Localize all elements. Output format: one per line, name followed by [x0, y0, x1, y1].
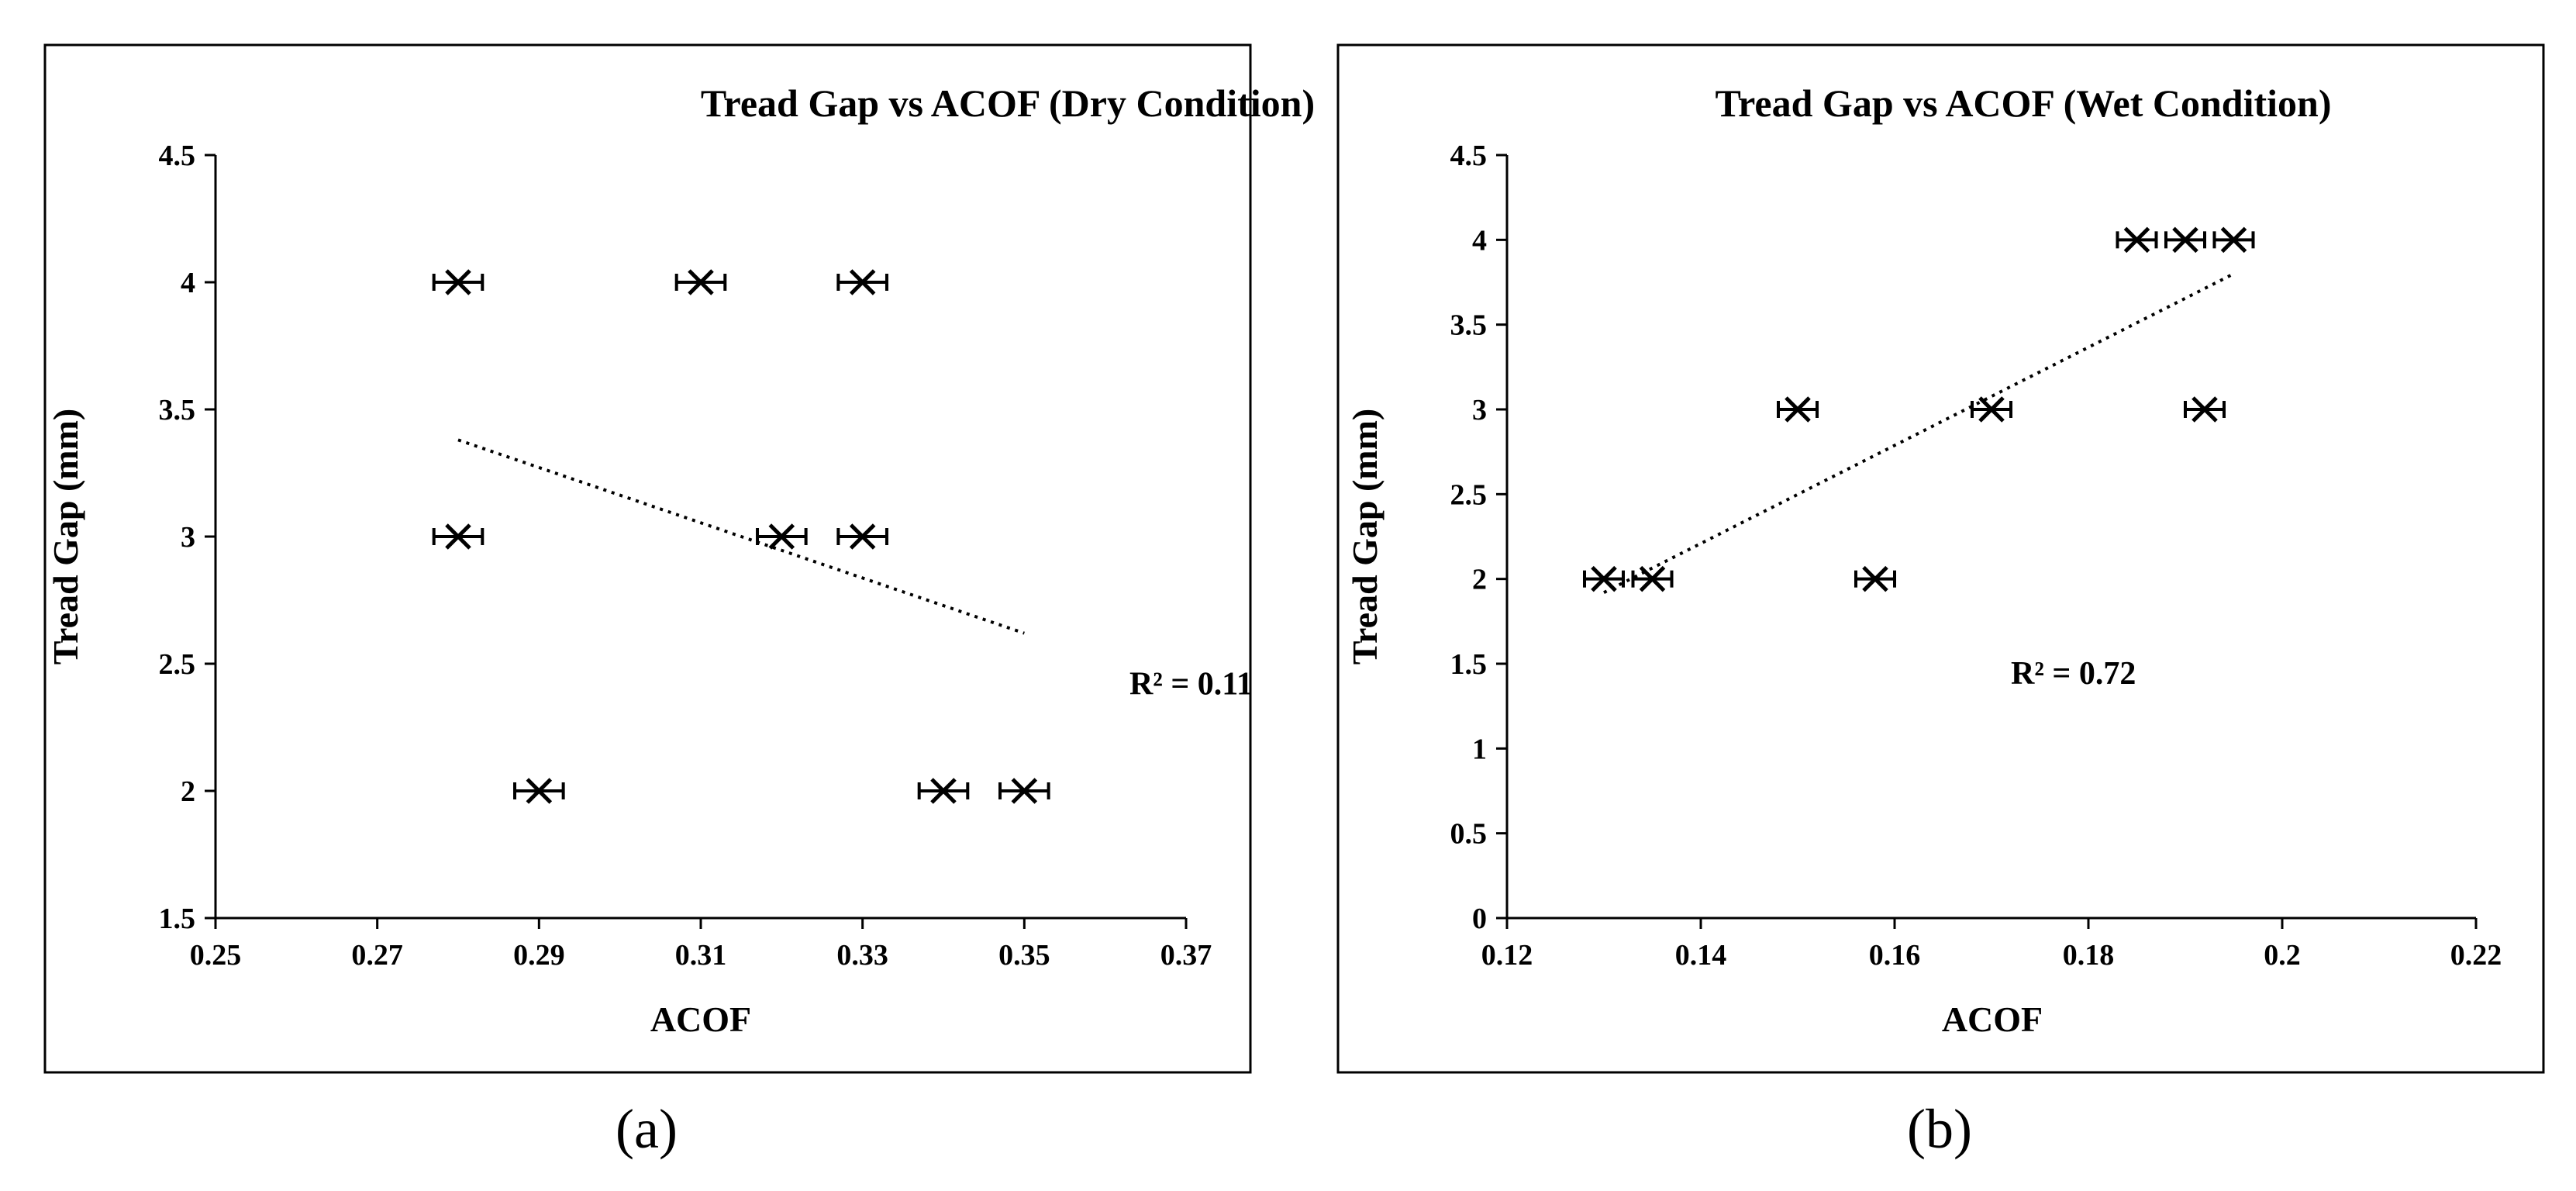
- chart1.x-marker: [2220, 226, 2247, 254]
- chart0.y-tick-label: 3: [181, 521, 195, 554]
- chart1.title: Tread Gap vs ACOF (Wet Condition): [1716, 81, 2332, 125]
- chart1.data-point: [2164, 226, 2206, 254]
- chart0.data-point: [756, 523, 808, 550]
- chart0.x-marker: [768, 523, 795, 550]
- chart1.y-tick-label: 4: [1472, 224, 1487, 257]
- chart1.x-marker: [2123, 226, 2150, 254]
- chart0.x-marker: [930, 778, 957, 804]
- chart0.x-marker: [1011, 778, 1038, 804]
- chart0.x-tick-label: 0.37: [1160, 939, 1212, 972]
- chart0.r-squared-label: R² = 0.11: [1129, 666, 1253, 702]
- chart0.data-point: [513, 778, 565, 804]
- chart0.y-tick-label: 2.5: [159, 648, 196, 681]
- chart1.x-tick-label: 0.14: [1675, 939, 1727, 972]
- chart1.y-tick-label: 0: [1472, 903, 1487, 935]
- chart1.y-tick-label: 0.5: [1450, 818, 1488, 851]
- chart1.x-tick-label: 0.16: [1869, 939, 1921, 972]
- chart0.x-marker: [849, 523, 876, 550]
- chart0.data-point: [836, 269, 888, 295]
- chart1.data-point: [1854, 565, 1896, 592]
- chart1.x-marker: [2172, 226, 2198, 254]
- chart0.x-tick-label: 0.25: [190, 939, 242, 972]
- chart1.x-marker: [1591, 565, 1617, 592]
- chart0.x-tick-label: 0.27: [351, 939, 403, 972]
- chart0.x-marker: [526, 778, 553, 804]
- chart1.x-tick-label: 0.2: [2264, 939, 2301, 972]
- chart0.y-tick-label: 3.5: [159, 394, 196, 426]
- chart1.x-marker: [1639, 565, 1666, 592]
- chart1.x-marker: [1785, 396, 1811, 423]
- chart1.data-point: [1631, 565, 1674, 592]
- chart1.y-tick-label: 4.5: [1450, 140, 1488, 172]
- chart1.data-point: [2116, 226, 2158, 254]
- chart0.y-tick-label: 1.5: [159, 903, 196, 935]
- chart0.x-marker: [445, 269, 471, 295]
- chart1.data-point: [1777, 396, 1819, 423]
- chart1.x-marker: [1978, 396, 2005, 423]
- chart0.trendline: [457, 438, 1025, 635]
- chart1.data-point: [1583, 565, 1625, 592]
- chart1.data-point: [1971, 396, 2012, 423]
- chart0.data-point: [432, 269, 485, 295]
- chart1.r-squared-label: R² = 0.72: [2011, 656, 2136, 692]
- chart1.y-tick-label: 3.5: [1450, 309, 1488, 342]
- chart1.x-marker: [2191, 396, 2218, 423]
- chart1.x-axis-label: ACOF: [1942, 999, 2043, 1039]
- chart0.x-axis-label: ACOF: [650, 999, 751, 1039]
- chart0.data-point: [998, 778, 1050, 804]
- chart0.y-axis-label: Tread Gap (mm): [46, 409, 85, 665]
- chart1.x-tick-label: 0.18: [2063, 939, 2115, 972]
- chart1.x-tick-label: 0.12: [1481, 939, 1533, 972]
- chart1.y-tick-label: 2.5: [1450, 478, 1488, 511]
- chart0.data-point: [917, 778, 970, 804]
- chart0.data-point: [432, 523, 485, 550]
- chart1.panel-caption: (b): [1907, 1098, 1972, 1160]
- chart0.title: Tread Gap vs ACOF (Dry Condition): [701, 81, 1315, 125]
- chart0.y-tick-label: 4: [181, 267, 195, 299]
- chart0.data-point: [836, 523, 888, 550]
- chart0.x-marker: [688, 269, 714, 295]
- chart1.y-tick-label: 3: [1472, 394, 1487, 426]
- chart1.y-tick-label: 1: [1472, 733, 1487, 765]
- chart0.x-tick-label: 0.29: [513, 939, 565, 972]
- chart1.y-tick-label: 1.5: [1450, 648, 1488, 681]
- chart1.trendline: [1603, 272, 2235, 594]
- chart0.x-tick-label: 0.33: [836, 939, 888, 972]
- chart1.data-point: [2212, 226, 2255, 254]
- chart0.x-tick-label: 0.31: [675, 939, 727, 972]
- chart0.y-tick-label: 4.5: [159, 140, 196, 172]
- chart0.frame: [43, 43, 1252, 1074]
- chart0.y-tick-label: 2: [181, 775, 195, 808]
- chart1.frame: [1336, 43, 2545, 1074]
- chart1.x-marker: [1862, 565, 1888, 592]
- chart0.x-marker: [445, 523, 471, 550]
- chart1.x-tick-label: 0.22: [2450, 939, 2502, 972]
- chart0.x-tick-label: 0.35: [998, 939, 1050, 972]
- chart1.y-tick-label: 2: [1472, 564, 1487, 596]
- chart0.x-marker: [849, 269, 876, 295]
- chart1.data-point: [2184, 396, 2226, 423]
- chart0.data-point: [674, 269, 727, 295]
- chart0.panel-caption: (a): [616, 1098, 678, 1160]
- chart1.y-axis-label: Tread Gap (mm): [1345, 409, 1385, 665]
